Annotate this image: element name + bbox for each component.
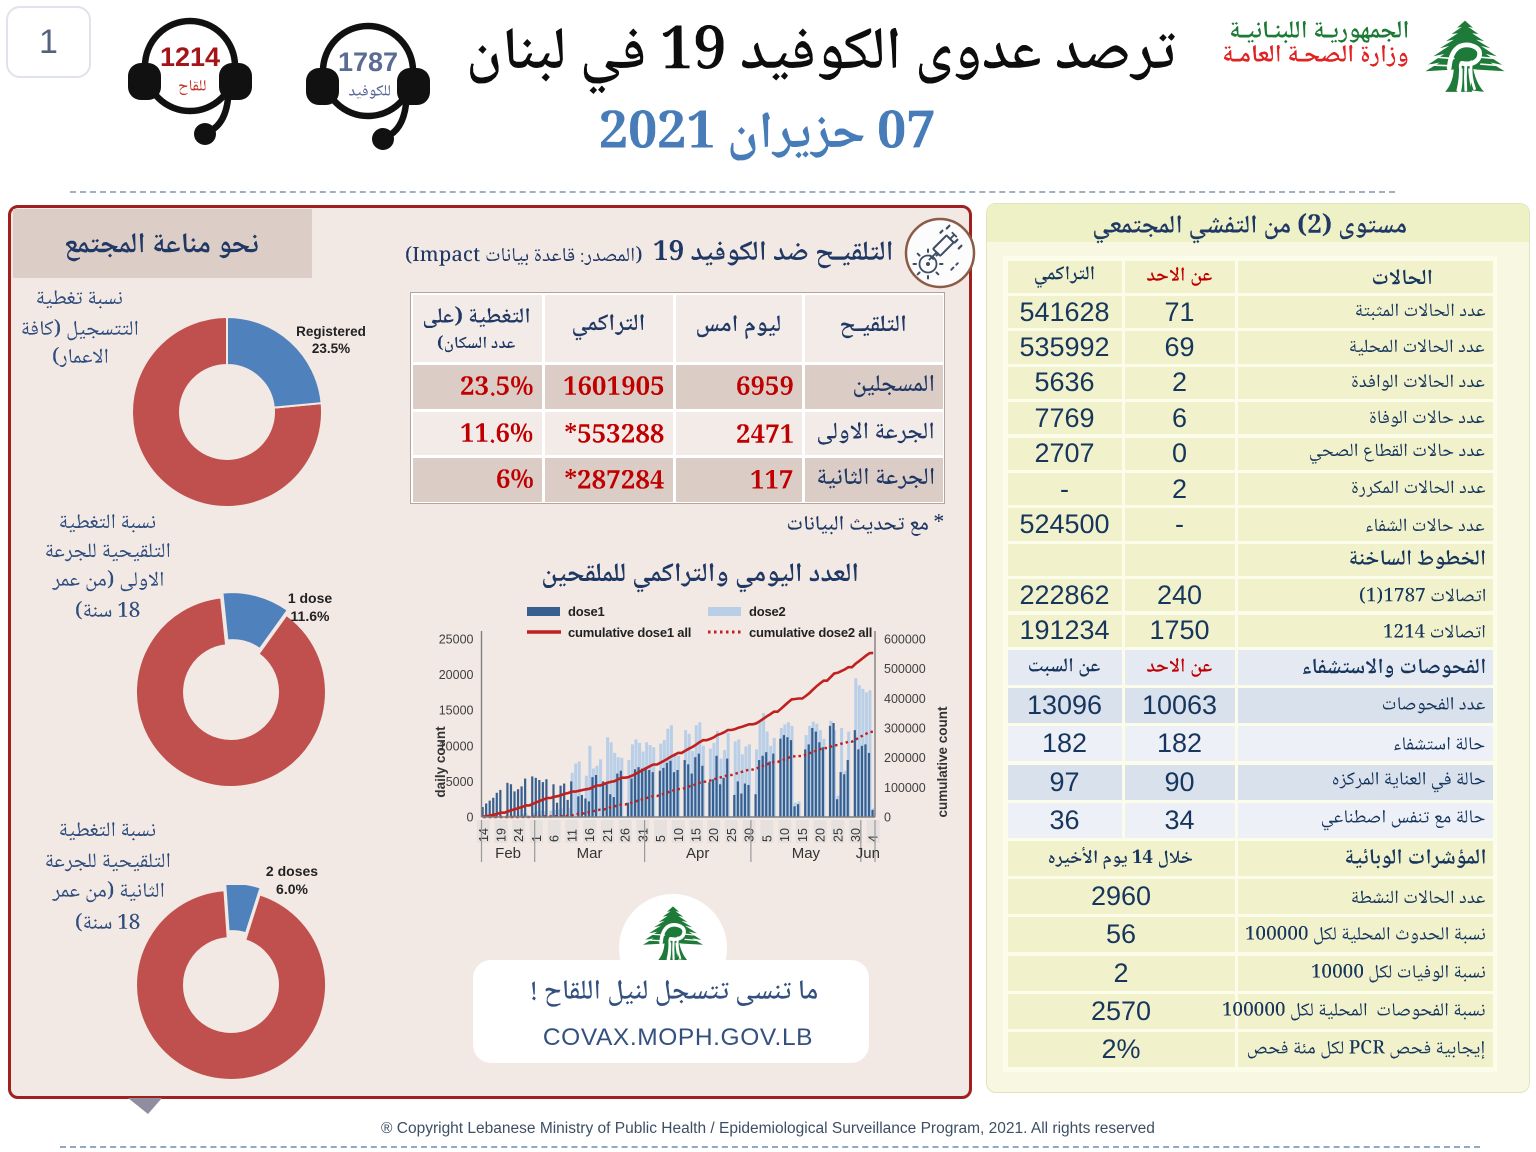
- svg-text:5: 5: [654, 835, 668, 842]
- svg-text:1214: 1214: [160, 42, 220, 72]
- svg-text:30: 30: [743, 828, 757, 842]
- svg-text:15: 15: [690, 828, 704, 842]
- svg-text:1: 1: [530, 835, 544, 842]
- svg-text:11: 11: [565, 829, 579, 842]
- svg-text:4: 4: [867, 835, 881, 842]
- svg-text:10: 10: [778, 828, 792, 842]
- svg-text:500000: 500000: [884, 662, 926, 676]
- svg-text:15000: 15000: [439, 704, 474, 718]
- svg-text:15: 15: [796, 828, 810, 842]
- svg-text:25000: 25000: [439, 633, 474, 647]
- svg-text:10000: 10000: [439, 739, 474, 753]
- svg-text:May: May: [792, 845, 821, 862]
- svg-text:1787: 1787: [338, 47, 398, 77]
- svg-text:5: 5: [760, 835, 774, 842]
- svg-text:dose2: dose2: [749, 604, 786, 619]
- svg-text:20: 20: [814, 828, 828, 842]
- svg-text:0: 0: [884, 811, 891, 825]
- svg-text:30: 30: [849, 828, 863, 842]
- svg-text:25: 25: [831, 828, 845, 842]
- svg-text:600000: 600000: [884, 633, 926, 647]
- svg-text:6: 6: [548, 835, 562, 842]
- svg-text:300000: 300000: [884, 722, 926, 736]
- svg-text:14: 14: [477, 828, 491, 842]
- svg-text:400000: 400000: [884, 692, 926, 706]
- svg-text:Jun: Jun: [856, 845, 880, 862]
- svg-text:dose1: dose1: [568, 604, 605, 619]
- svg-text:25: 25: [725, 828, 739, 842]
- svg-text:Mar: Mar: [577, 845, 603, 862]
- svg-text:21: 21: [601, 828, 615, 842]
- svg-text:19: 19: [495, 828, 509, 842]
- svg-text:daily count: daily count: [433, 726, 448, 798]
- svg-text:cumulative dose1 all: cumulative dose1 all: [568, 625, 691, 640]
- svg-text:31: 31: [636, 828, 650, 842]
- svg-text:200000: 200000: [884, 751, 926, 765]
- svg-text:100000: 100000: [884, 781, 926, 795]
- svg-text:16: 16: [583, 828, 597, 842]
- svg-text:5000: 5000: [446, 775, 474, 789]
- svg-text:20: 20: [707, 828, 721, 842]
- svg-text:24: 24: [512, 828, 526, 842]
- svg-text:26: 26: [619, 828, 633, 842]
- svg-text:20000: 20000: [439, 668, 474, 682]
- svg-text:10: 10: [672, 828, 686, 842]
- svg-text:cumulative dose2 all: cumulative dose2 all: [749, 625, 872, 640]
- svg-text:Feb: Feb: [495, 845, 521, 862]
- svg-text:0: 0: [467, 811, 474, 825]
- svg-text:Apr: Apr: [686, 845, 709, 862]
- svg-text:cumulative count: cumulative count: [935, 706, 950, 818]
